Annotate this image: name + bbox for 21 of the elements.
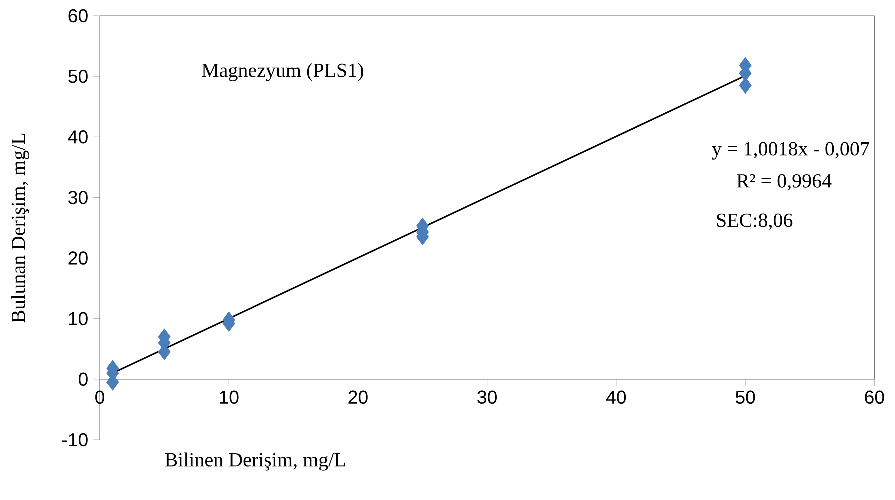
annotation: SEC:8,06	[717, 214, 793, 230]
y-tick-label: 0	[78, 372, 88, 386]
annotation: Magnezyum (PLS1)	[202, 63, 364, 82]
x-tick-label: 30	[478, 390, 497, 404]
x-tick-label: 50	[736, 390, 756, 404]
x-tick-label: 40	[606, 390, 626, 404]
x-tick-label: 0	[96, 390, 104, 404]
annotation: y = 1,0018x - 0,007	[712, 142, 870, 160]
y-tick-label: 10	[69, 312, 88, 326]
y-tick-label: 50	[68, 70, 88, 84]
annotation: R² = 0,9964	[737, 174, 832, 191]
x-tick-label: 10	[220, 390, 239, 404]
y-axis-title: Bulunan Derişim, mg/L	[11, 134, 30, 323]
y-tick-label: 30	[68, 191, 88, 204]
y-tick-label: -10	[62, 433, 88, 447]
y-tick-label: 40	[68, 130, 88, 144]
y-tick-label: 60	[68, 9, 88, 23]
x-tick-label: 20	[348, 390, 368, 404]
x-axis-title: Bilinen Derişim, mg/L	[165, 452, 346, 471]
x-tick-label: 60	[865, 390, 884, 404]
y-tick-label: 20	[68, 252, 88, 265]
